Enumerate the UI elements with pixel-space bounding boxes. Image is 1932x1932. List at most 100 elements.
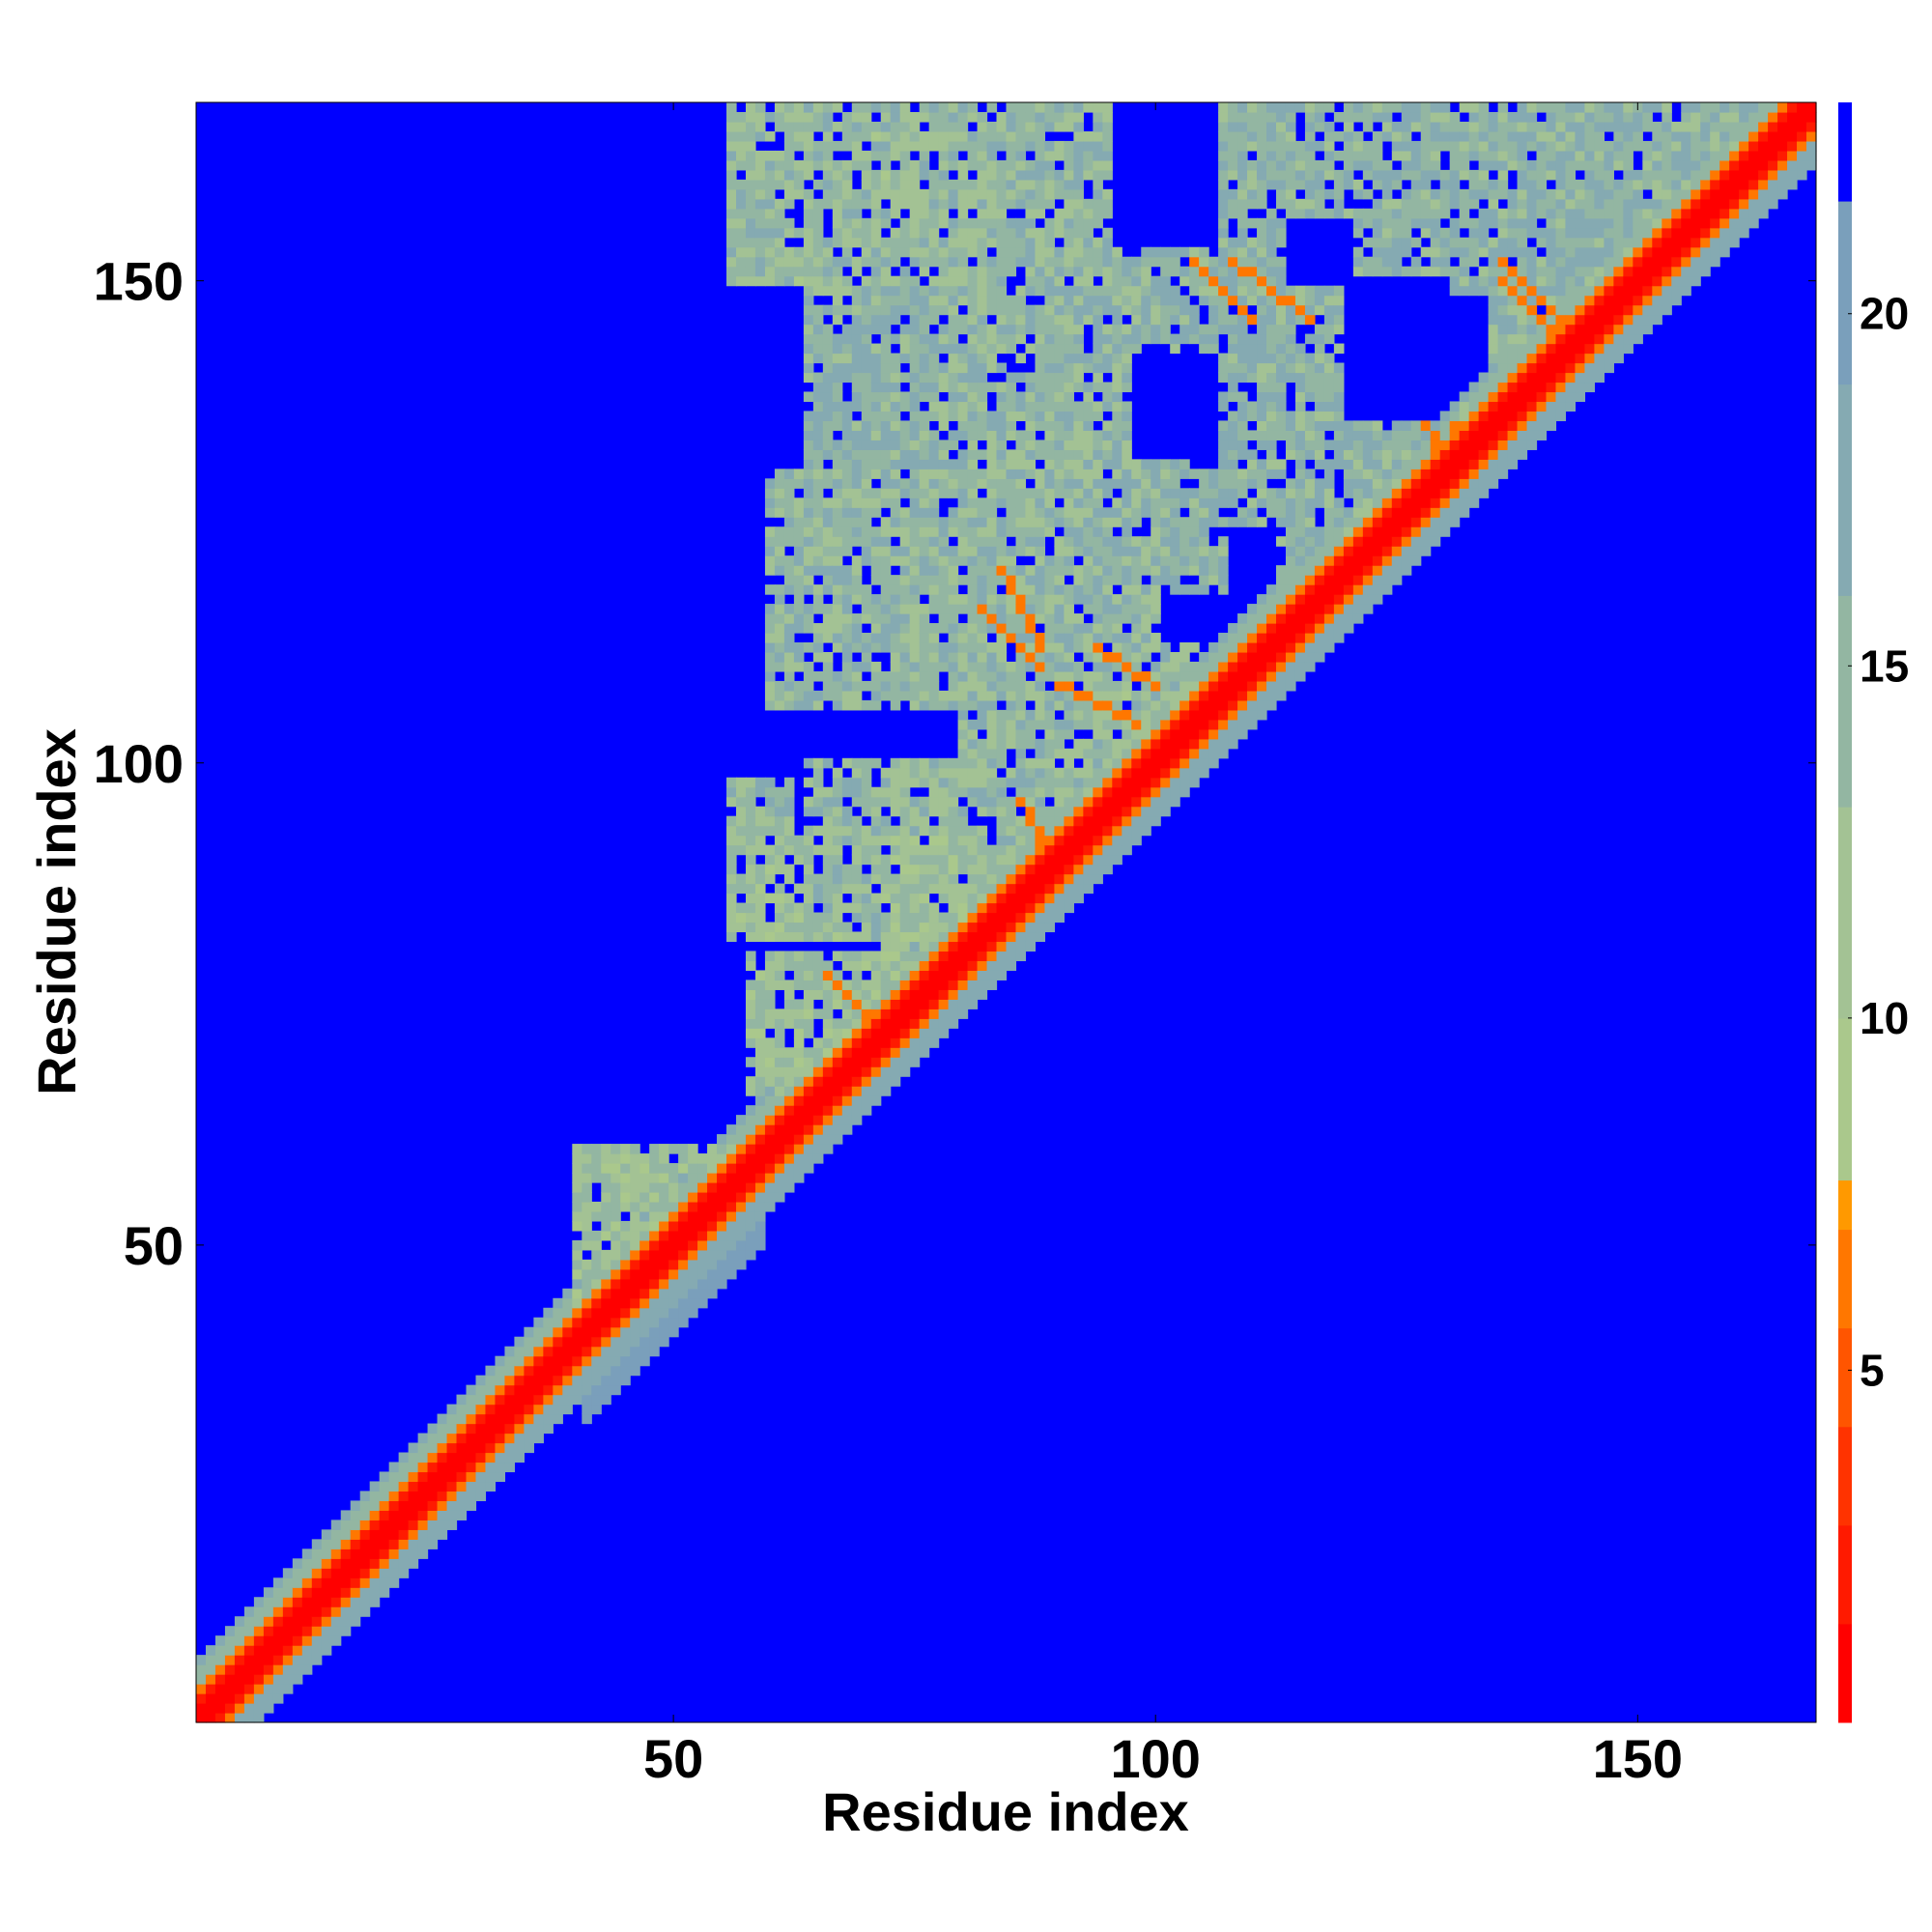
heatmap-cell <box>890 102 901 113</box>
heatmap-cell <box>1276 169 1287 181</box>
heatmap-cell <box>330 1568 342 1578</box>
heatmap-cell <box>1122 478 1132 489</box>
heatmap-cell <box>369 1481 381 1492</box>
heatmap-cell <box>841 960 853 971</box>
heatmap-cell <box>437 1471 448 1483</box>
heatmap-cell <box>1015 314 1027 326</box>
heatmap-cell <box>591 1394 602 1406</box>
heatmap-cell <box>928 198 940 210</box>
heatmap-cell <box>1257 651 1267 663</box>
heatmap-cell <box>938 651 950 663</box>
heatmap-cell <box>928 246 940 258</box>
heatmap-cell <box>263 1693 274 1704</box>
heatmap-cell <box>774 159 785 171</box>
heatmap-cell <box>919 690 930 701</box>
heatmap-cell <box>1199 285 1209 297</box>
heatmap-cell <box>1064 757 1074 769</box>
heatmap-cell <box>919 420 930 431</box>
heatmap-cell <box>456 1413 468 1425</box>
heatmap-cell <box>822 633 834 643</box>
heatmap-cell <box>1102 670 1113 682</box>
heatmap-cell <box>1247 237 1258 248</box>
heatmap-cell <box>1218 575 1229 585</box>
heatmap-cell <box>957 699 969 711</box>
heatmap-cell <box>591 1173 602 1183</box>
heatmap-cell <box>870 179 882 190</box>
heatmap-cell <box>1294 469 1306 479</box>
heatmap-cell <box>948 217 959 229</box>
heatmap-cell <box>1015 951 1027 962</box>
heatmap-cell <box>880 670 892 682</box>
heatmap-cell <box>1006 420 1017 431</box>
heatmap-cell <box>649 1163 660 1174</box>
heatmap-cell <box>841 1037 853 1048</box>
heatmap-cell <box>812 324 824 335</box>
heatmap-cell <box>1112 623 1122 634</box>
heatmap-cell <box>726 1173 737 1183</box>
heatmap-cell <box>977 642 988 653</box>
heatmap-cell <box>196 1674 207 1685</box>
heatmap-cell <box>745 121 756 132</box>
heatmap-cell <box>1035 275 1046 287</box>
heatmap-cell <box>928 922 940 933</box>
heatmap-cell <box>793 1037 805 1048</box>
heatmap-cell <box>1247 497 1258 508</box>
heatmap-cell <box>301 1577 313 1588</box>
heatmap-cell <box>1093 159 1103 171</box>
heatmap-cell <box>822 1095 834 1106</box>
heatmap-cell <box>1044 912 1056 923</box>
heatmap-cell <box>1285 555 1296 566</box>
heatmap-cell <box>1189 555 1200 566</box>
heatmap-cell <box>745 1220 756 1232</box>
heatmap-cell <box>996 555 1008 566</box>
heatmap-cell <box>928 536 940 547</box>
heatmap-cell <box>1025 835 1037 846</box>
heatmap-cell <box>967 159 979 171</box>
heatmap-cell <box>1228 699 1238 711</box>
heatmap-cell <box>754 275 766 287</box>
heatmap-cell <box>475 1433 487 1444</box>
heatmap-cell <box>1102 382 1113 393</box>
heatmap-cell <box>948 960 959 971</box>
heatmap-cell <box>456 1481 468 1492</box>
heatmap-cell <box>890 555 901 566</box>
heatmap-cell <box>948 980 959 990</box>
heatmap-cell <box>880 1009 892 1019</box>
heatmap-cell <box>919 111 930 123</box>
heatmap-cell <box>1179 304 1190 316</box>
heatmap-cell <box>359 1500 371 1511</box>
heatmap-cell <box>957 883 969 895</box>
heatmap-cell <box>764 960 776 971</box>
heatmap-cell <box>754 1115 766 1125</box>
heatmap-cell <box>764 651 776 663</box>
heatmap-cell <box>726 150 737 161</box>
heatmap-cell <box>841 440 853 450</box>
heatmap-cell <box>832 488 843 498</box>
heatmap-cell <box>870 575 882 585</box>
heatmap-cell <box>841 999 853 1009</box>
heatmap-cell <box>1266 661 1277 672</box>
heatmap-cell <box>1294 102 1306 113</box>
heatmap-cell <box>919 854 930 866</box>
heatmap-cell <box>774 651 785 663</box>
heatmap-cell <box>1083 555 1094 566</box>
heatmap-cell <box>1151 546 1161 556</box>
heatmap-cell <box>986 728 998 740</box>
heatmap-cell <box>427 1462 439 1473</box>
heatmap-cell <box>822 661 834 672</box>
heatmap-cell <box>688 1210 698 1222</box>
heatmap-cell <box>736 227 747 239</box>
heatmap-cell <box>977 449 988 460</box>
heatmap-cell <box>1218 391 1229 403</box>
heatmap-cell <box>1044 670 1056 682</box>
heatmap-cell <box>1054 825 1065 837</box>
heatmap-cell <box>330 1520 342 1530</box>
heatmap-cell <box>1064 401 1074 412</box>
heatmap-cell <box>582 1201 592 1212</box>
heatmap-cell <box>717 1163 727 1174</box>
heatmap-cell <box>427 1500 439 1511</box>
heatmap-cell <box>754 150 766 161</box>
heatmap-cell <box>841 401 853 412</box>
heatmap-cell <box>754 111 766 123</box>
heatmap-cell <box>736 1144 747 1154</box>
